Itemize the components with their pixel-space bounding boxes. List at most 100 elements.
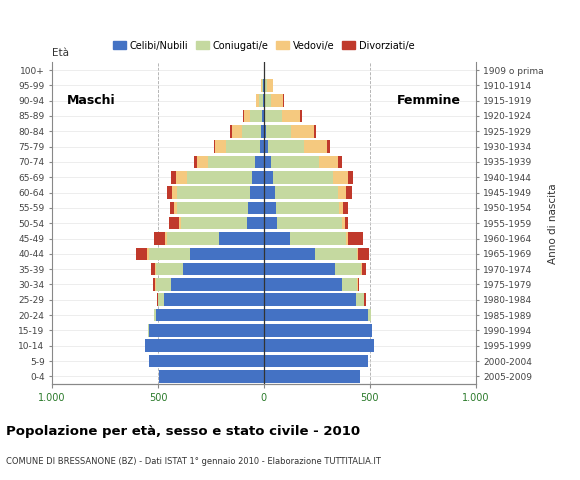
Bar — [346, 186, 353, 199]
Bar — [165, 232, 166, 245]
Bar — [364, 293, 365, 306]
Bar — [154, 232, 165, 245]
Bar — [264, 110, 265, 122]
Bar — [335, 263, 361, 276]
Bar — [147, 248, 148, 260]
Bar — [156, 309, 264, 322]
Text: Maschi: Maschi — [67, 94, 115, 107]
Bar — [300, 110, 302, 122]
Bar — [342, 217, 345, 229]
Text: Età: Età — [52, 48, 69, 58]
Bar — [158, 293, 164, 306]
Bar — [264, 293, 356, 306]
Bar — [339, 202, 343, 214]
Bar — [179, 217, 182, 229]
Bar — [155, 278, 156, 291]
Bar — [244, 110, 250, 122]
Bar — [259, 95, 263, 107]
Bar — [174, 202, 177, 214]
Bar — [248, 202, 264, 214]
Bar — [338, 156, 342, 168]
Bar — [264, 95, 271, 107]
Bar — [264, 140, 268, 153]
Bar — [343, 202, 348, 214]
Bar — [182, 217, 247, 229]
Bar — [264, 217, 277, 229]
Bar — [252, 171, 264, 183]
Bar — [226, 140, 260, 153]
Bar — [264, 355, 368, 367]
Bar — [273, 171, 333, 183]
Bar — [362, 263, 366, 276]
Bar — [176, 171, 187, 183]
Bar — [356, 293, 364, 306]
Bar — [167, 186, 172, 199]
Bar — [264, 309, 368, 322]
Bar — [177, 186, 250, 199]
Bar — [267, 79, 273, 92]
Bar — [264, 278, 342, 291]
Bar — [215, 140, 226, 153]
Bar — [348, 232, 362, 245]
Bar — [358, 248, 369, 260]
Bar — [230, 125, 232, 138]
Bar — [197, 156, 208, 168]
Bar — [345, 217, 349, 229]
Bar — [320, 156, 338, 168]
Bar — [314, 125, 317, 138]
Bar — [264, 232, 291, 245]
Bar — [256, 95, 259, 107]
Bar — [368, 309, 371, 322]
Bar — [170, 202, 174, 214]
Text: Femmine: Femmine — [397, 94, 461, 107]
Bar — [171, 171, 176, 183]
Bar — [346, 232, 348, 245]
Bar — [177, 202, 248, 214]
Bar — [361, 263, 362, 276]
Bar — [219, 232, 264, 245]
Bar — [264, 186, 275, 199]
Bar — [264, 79, 267, 92]
Bar — [255, 156, 264, 168]
Bar — [276, 202, 339, 214]
Bar — [232, 125, 242, 138]
Bar — [262, 79, 263, 92]
Bar — [166, 232, 219, 245]
Bar — [262, 110, 264, 122]
Legend: Celibi/Nubili, Coniugati/e, Vedovi/e, Divorziati/e: Celibi/Nubili, Coniugati/e, Vedovi/e, Di… — [110, 36, 418, 55]
Bar — [275, 186, 338, 199]
Bar — [268, 140, 304, 153]
Bar — [148, 248, 190, 260]
Bar — [260, 140, 264, 153]
Bar — [208, 156, 255, 168]
Bar — [243, 110, 244, 122]
Y-axis label: Anno di nascita: Anno di nascita — [548, 183, 558, 264]
Bar — [333, 171, 347, 183]
Bar — [148, 355, 264, 367]
Bar — [264, 248, 315, 260]
Bar — [187, 171, 252, 183]
Bar — [155, 263, 156, 276]
Bar — [159, 370, 264, 383]
Bar — [148, 324, 264, 336]
Bar — [277, 217, 342, 229]
Bar — [264, 64, 266, 76]
Bar — [291, 125, 314, 138]
Bar — [242, 125, 262, 138]
Bar — [357, 278, 358, 291]
Bar — [338, 186, 346, 199]
Bar — [264, 171, 273, 183]
Bar — [171, 278, 264, 291]
Text: Popolazione per età, sesso e stato civile - 2010: Popolazione per età, sesso e stato civil… — [6, 425, 360, 438]
Bar — [151, 263, 155, 276]
Bar — [304, 140, 327, 153]
Bar — [146, 339, 264, 352]
Bar — [169, 217, 179, 229]
Bar — [183, 263, 264, 276]
Bar — [264, 370, 360, 383]
Bar — [265, 110, 282, 122]
Bar — [264, 125, 266, 138]
Bar — [263, 95, 264, 107]
Bar — [347, 171, 353, 183]
Bar — [190, 248, 264, 260]
